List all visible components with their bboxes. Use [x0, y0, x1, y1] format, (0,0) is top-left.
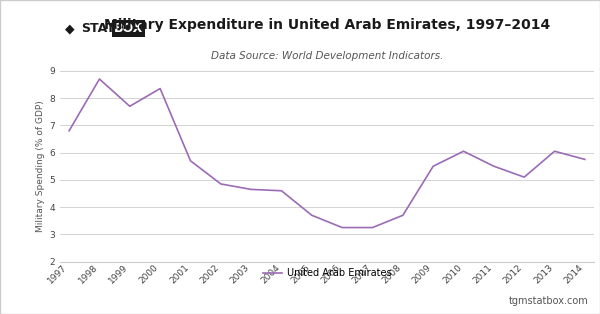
Text: BOX: BOX [113, 22, 143, 35]
Y-axis label: Military Spending (% of GDP): Military Spending (% of GDP) [36, 100, 45, 232]
Text: STAT: STAT [82, 22, 115, 35]
Text: Military Expenditure in United Arab Emirates, 1997–2014: Military Expenditure in United Arab Emir… [104, 18, 550, 32]
Text: tgmstatbox.com: tgmstatbox.com [509, 296, 589, 306]
Legend: United Arab Emirates: United Arab Emirates [259, 264, 395, 282]
Text: ◆: ◆ [65, 22, 75, 35]
Text: Data Source: World Development Indicators.: Data Source: World Development Indicator… [211, 51, 443, 61]
